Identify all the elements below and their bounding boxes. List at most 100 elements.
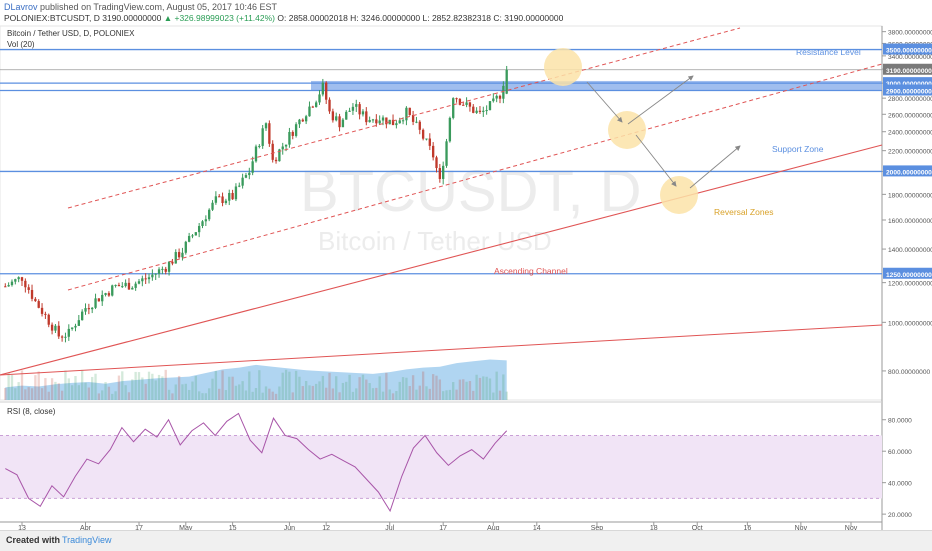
author-name[interactable]: DLavrov (4, 2, 38, 12)
candle-body (455, 98, 458, 100)
volume-bar (268, 388, 271, 400)
y-tick-label: 2800.00000000 (888, 96, 932, 103)
candle-body (67, 328, 70, 337)
volume-bar (468, 381, 472, 400)
candle-body (127, 282, 131, 290)
volume-bar (137, 372, 141, 400)
candle-body (294, 124, 298, 136)
volume-bar (7, 372, 10, 400)
volume-bar (341, 382, 345, 400)
volume-bar (488, 378, 492, 400)
volume-bar (184, 383, 187, 400)
volume-bar (14, 388, 17, 400)
candle-body (378, 120, 381, 124)
candle-body (485, 110, 488, 112)
volume-bar (67, 378, 70, 400)
volume-bar (154, 380, 157, 400)
candle-body (381, 117, 385, 121)
tradingview-logo[interactable]: TradingView (62, 535, 112, 545)
annotation-label: Ascending Channel (494, 266, 568, 276)
candle-body (144, 278, 147, 280)
volume-bar (20, 370, 24, 400)
candle-body (401, 120, 405, 122)
candle-body (445, 141, 448, 166)
candle-body (351, 106, 355, 111)
candle-body (284, 144, 288, 147)
volume-bar (502, 374, 505, 400)
volume-bar (234, 385, 238, 400)
volume-bar (84, 382, 87, 400)
volume-bar (442, 391, 445, 400)
candle-body (40, 307, 44, 314)
candle-body (24, 280, 27, 288)
volume-bar (104, 382, 107, 400)
candle-body (197, 225, 201, 233)
candle-body (348, 110, 351, 112)
volume-bar (131, 379, 134, 400)
volume-bar (452, 382, 455, 400)
volume-bar (421, 371, 425, 400)
annotation-label: Resistance Level (796, 47, 861, 57)
candle-body (74, 325, 77, 328)
volume-bar (435, 375, 438, 400)
candle-body (495, 95, 498, 99)
candle-body (298, 119, 301, 125)
candle-body (345, 111, 348, 120)
volume-bar (228, 376, 231, 400)
candle-body (117, 284, 121, 287)
volume-bar (27, 387, 30, 400)
volume-bar (455, 389, 458, 400)
volume-bar (34, 375, 37, 400)
candle-body (311, 106, 314, 108)
y-tick-label: 2200.00000000 (888, 149, 932, 156)
candle-body (361, 111, 365, 115)
candle-body (452, 98, 455, 118)
level-tag-label: 2000.00000000 (886, 169, 932, 176)
level-tag (883, 43, 932, 55)
candle-body (271, 143, 274, 160)
candle-body (241, 177, 244, 186)
candle-body (472, 106, 475, 113)
candle-body (157, 269, 161, 274)
volume-bar (164, 369, 167, 400)
candle-body (365, 111, 368, 123)
candle-body (408, 107, 411, 116)
candle-body (258, 145, 261, 147)
candle-body (462, 104, 465, 106)
candle-body (137, 281, 141, 284)
volume-bar (348, 374, 351, 400)
candle-body (124, 282, 127, 287)
volume-bar (101, 390, 104, 400)
volume-bar (338, 392, 341, 400)
candle-body (70, 327, 74, 329)
level-tag (883, 84, 932, 96)
candle-body (231, 192, 234, 200)
rsi-y-tick-label: 20.0000 (888, 512, 912, 519)
candle-body (261, 128, 264, 146)
y-tick-label: 1200.00000000 (888, 281, 932, 288)
candle-body (331, 111, 335, 121)
volume-bar (355, 388, 358, 400)
volume-bar (378, 376, 381, 400)
candle-body (274, 159, 278, 162)
volume-bar (194, 375, 197, 400)
channel-mid-line (67, 63, 883, 291)
volume-bar (214, 370, 218, 400)
volume-bar (77, 385, 80, 400)
candle-body (218, 196, 221, 198)
candle-body (111, 285, 114, 296)
volume-bar (311, 385, 314, 400)
candle-body (488, 101, 492, 111)
volume-bar (251, 391, 254, 400)
volume-bar (498, 390, 502, 400)
volume-bar (375, 387, 378, 400)
candle-body (301, 119, 304, 122)
volume-bar (388, 389, 391, 400)
candle-body (121, 286, 124, 288)
rsi-line (5, 412, 508, 513)
volume-bar (274, 393, 278, 400)
footer-bar: Created with TradingView (0, 530, 932, 551)
volume-bar (144, 383, 147, 400)
volume-legend: Vol (20) (7, 40, 35, 49)
